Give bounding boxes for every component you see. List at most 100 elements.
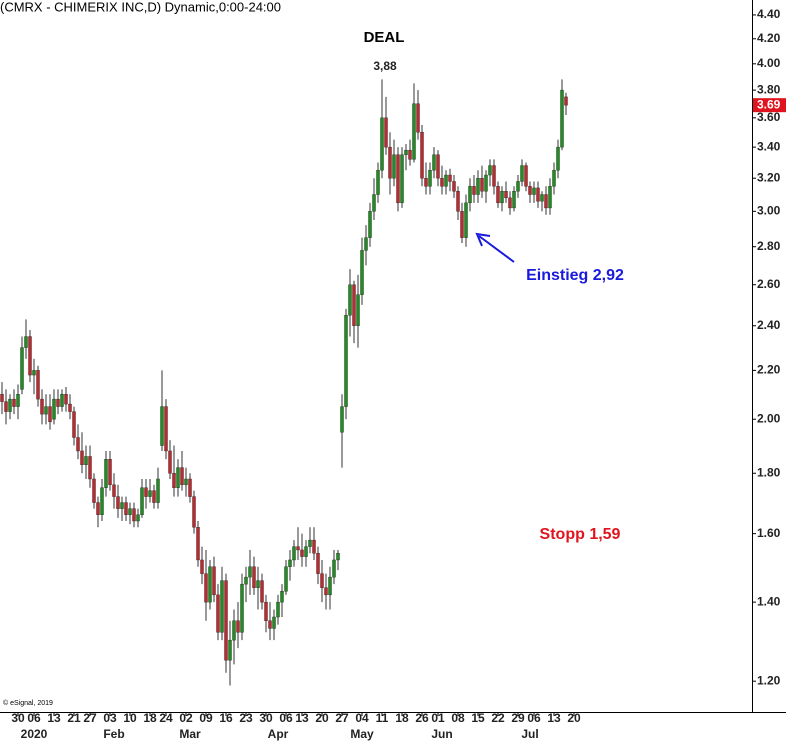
y-tick-label: 2.20 <box>757 363 781 377</box>
candle-body <box>268 620 272 629</box>
candle-body <box>448 174 452 182</box>
candle-body <box>404 149 408 155</box>
x-tick-label: 29 <box>511 711 525 725</box>
candle-body <box>96 502 100 515</box>
candle-body <box>424 178 428 187</box>
candle-body <box>420 132 424 179</box>
candle-body <box>40 398 44 415</box>
candle-body <box>248 566 252 578</box>
candle-body <box>224 580 228 661</box>
x-tick-label: 10 <box>123 711 137 725</box>
candle-body <box>560 89 564 148</box>
candle-body <box>192 496 196 528</box>
candle-body <box>120 502 124 509</box>
candle-body <box>556 146 560 171</box>
candle-body <box>428 170 432 187</box>
candle-body <box>52 398 56 420</box>
x-tick-label: 18 <box>143 711 157 725</box>
candle-body <box>464 202 468 238</box>
candle-body <box>240 583 244 633</box>
candle-body <box>156 478 160 503</box>
candle-body <box>444 174 448 187</box>
x-tick-label: 06 <box>27 711 41 725</box>
candle-body <box>548 186 552 209</box>
candle-body <box>408 149 412 160</box>
candle-body <box>92 478 96 503</box>
candle-body <box>128 508 132 515</box>
candle-body <box>312 539 316 554</box>
candle-body <box>236 620 240 633</box>
y-tick-label: 2.40 <box>757 318 781 332</box>
x-tick-label: 30 <box>259 711 273 725</box>
month-label: Mar <box>179 727 201 741</box>
candle-body <box>144 487 148 497</box>
candle-body <box>228 639 232 661</box>
candle-body <box>440 178 444 187</box>
month-label: Jul <box>521 727 538 741</box>
y-tick-label: 3.60 <box>757 110 781 124</box>
candle-body <box>44 406 48 415</box>
candle-body <box>112 484 116 497</box>
candle-body <box>36 370 40 400</box>
x-tick-label: 23 <box>239 711 253 725</box>
candle-body <box>468 186 472 204</box>
y-tick-label: 3.20 <box>757 170 781 184</box>
candle-body <box>48 406 52 423</box>
candle-body <box>76 437 80 452</box>
candle-body <box>168 450 172 474</box>
candle-body <box>392 154 396 179</box>
candle-body <box>304 546 308 557</box>
y-tick-label: 4.20 <box>757 31 781 45</box>
candle-body <box>80 450 84 465</box>
candle-body <box>500 191 504 204</box>
candle-body <box>540 194 544 202</box>
candle-body <box>352 284 356 326</box>
candle-body <box>308 539 312 547</box>
candle-body <box>416 103 420 133</box>
candle-body <box>4 401 8 412</box>
candle-body <box>84 456 88 465</box>
candle-body <box>152 490 156 503</box>
x-tick-label: 21 <box>67 711 81 725</box>
candle-body <box>124 502 128 515</box>
candle-body <box>528 186 532 195</box>
candle-body <box>108 459 112 485</box>
x-tick-label: 13 <box>47 711 61 725</box>
candle-body <box>88 456 92 480</box>
x-tick-label: 04 <box>355 711 369 725</box>
candle-body <box>512 191 516 209</box>
candle-body <box>460 211 464 238</box>
candle-body <box>364 237 368 251</box>
candle-body <box>176 467 180 488</box>
candle-body <box>504 191 508 199</box>
candle-body <box>496 186 500 204</box>
candle-body <box>320 573 324 588</box>
candle-body <box>336 553 340 561</box>
candle-body <box>516 181 520 192</box>
candle-body <box>180 467 184 485</box>
candle-body <box>220 580 224 633</box>
month-label: Apr <box>268 727 289 741</box>
candle-body <box>212 566 216 596</box>
candle-body <box>488 165 492 176</box>
y-tick-label: 3.40 <box>757 139 781 153</box>
candle-body <box>508 197 512 209</box>
month-label: May <box>350 727 374 741</box>
x-tick-label: 22 <box>491 711 505 725</box>
candle-body <box>432 154 436 171</box>
candle-body <box>484 174 488 192</box>
candle-body <box>252 566 256 588</box>
x-tick-label: 08 <box>451 711 465 725</box>
candle-body <box>396 154 400 204</box>
candle-body <box>300 549 304 557</box>
candle-body <box>536 187 540 202</box>
candle-body <box>324 587 328 596</box>
candle-body <box>456 191 460 212</box>
annotation-entry: Einstieg 2,92 <box>526 267 624 284</box>
x-tick-label: 02 <box>179 711 193 725</box>
candle-body <box>64 394 68 405</box>
candle-body <box>280 591 284 603</box>
annotation-high: 3,88 <box>373 59 397 73</box>
